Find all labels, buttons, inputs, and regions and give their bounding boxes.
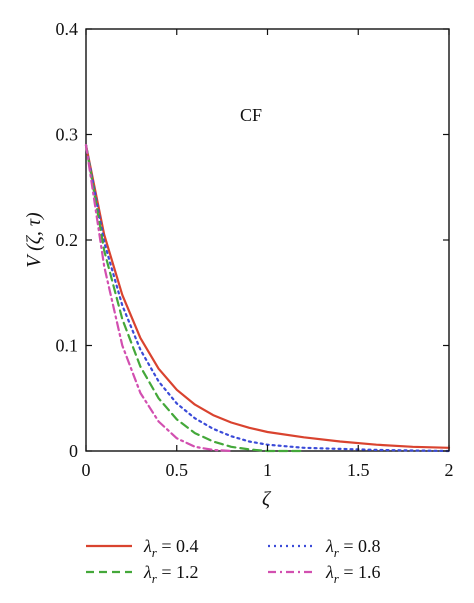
x-tick-label: 1: [263, 460, 272, 480]
x-tick-label: 0: [82, 460, 91, 480]
y-tick-label: 0.1: [56, 336, 79, 356]
y-tick-label: 0.3: [56, 125, 79, 145]
x-tick-label: 0.5: [166, 460, 189, 480]
legend-entry-label: λr = 1.6: [325, 562, 381, 586]
y-tick-label: 0: [69, 441, 78, 461]
y-axis-label: V (ζ, τ): [23, 212, 45, 268]
series-line-0.4: [84, 144, 451, 449]
series-line-1.2: [84, 144, 305, 453]
x-tick-label: 1.5: [347, 460, 370, 480]
legend: λr = 0.4 λr = 0.8 λr = 1.2 λr = 1.6: [86, 536, 381, 586]
series-layer: [84, 144, 451, 453]
y-tick-label: 0.2: [56, 230, 79, 250]
legend-entry-label: λr = 0.8: [325, 536, 381, 560]
legend-entry-label: λr = 1.2: [143, 562, 199, 586]
legend-entry-label: λr = 0.4: [143, 536, 199, 560]
y-tick-label: 0.4: [56, 19, 79, 39]
x-tick-label: 2: [445, 460, 454, 480]
axis-ticks: 0 0.5 1 1.5 2 0 0.1 0.2 0.3 0.4: [56, 19, 454, 480]
series-line-1.6: [84, 144, 233, 453]
x-axis-label: ζ: [262, 488, 272, 510]
chart-annotation: CF: [240, 105, 262, 125]
series-line-0.8: [84, 144, 451, 453]
plot-frame: [85, 28, 450, 452]
